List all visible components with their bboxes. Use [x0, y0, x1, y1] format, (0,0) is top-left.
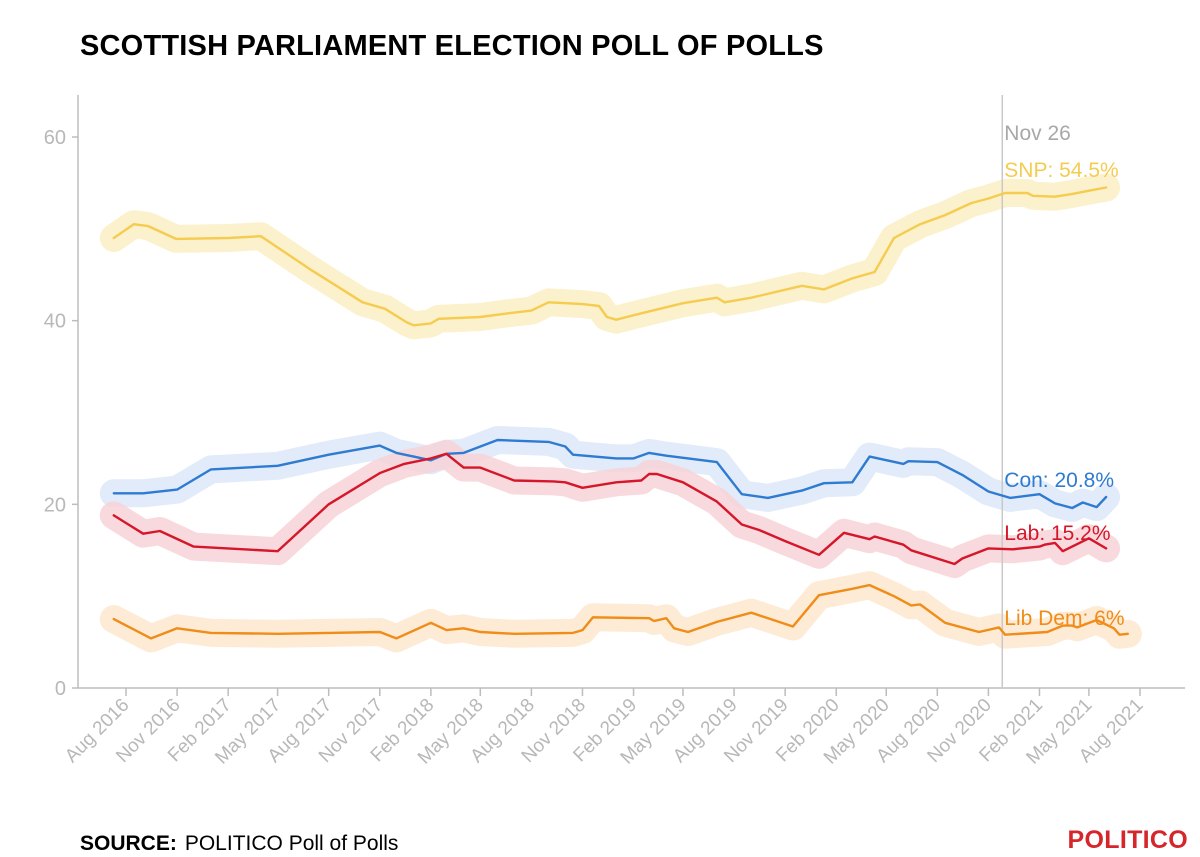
politico-logo: POLITICO	[1067, 826, 1188, 854]
line-lib-dem	[112, 583, 1129, 640]
label-lab: Lab: 15.2%	[1004, 522, 1110, 545]
series-labels: SNP: 54.5% Con: 20.8% Lab: 15.2% Lib Dem: 6…	[1004, 159, 1124, 630]
label-snp: SNP: 54.5%	[1004, 159, 1118, 182]
source-text: POLITICO Poll of Polls	[184, 832, 399, 855]
uncertainty-bands	[99, 173, 1142, 653]
chart-title: SCOTTISH PARLIAMENT ELECTION POLL OF POL…	[80, 30, 824, 62]
y-tick-label: 40	[44, 311, 66, 333]
y-tick-label: 20	[44, 494, 66, 516]
y-tick-label: 0	[55, 678, 66, 700]
label-lib-dem: Lib Dem: 6%	[1004, 607, 1124, 630]
line-snp	[112, 186, 1108, 327]
y-tick-label: 60	[44, 127, 66, 149]
label-con: Con: 20.8%	[1004, 469, 1114, 492]
source-footer: SOURCE: POLITICO Poll of Polls	[80, 832, 398, 856]
line-con	[112, 438, 1108, 510]
series-lines	[112, 186, 1129, 640]
source-label: SOURCE:	[80, 832, 177, 855]
current-date-label: Nov 26	[1004, 122, 1071, 145]
line-lab	[112, 452, 1108, 566]
band-snp	[99, 173, 1121, 340]
